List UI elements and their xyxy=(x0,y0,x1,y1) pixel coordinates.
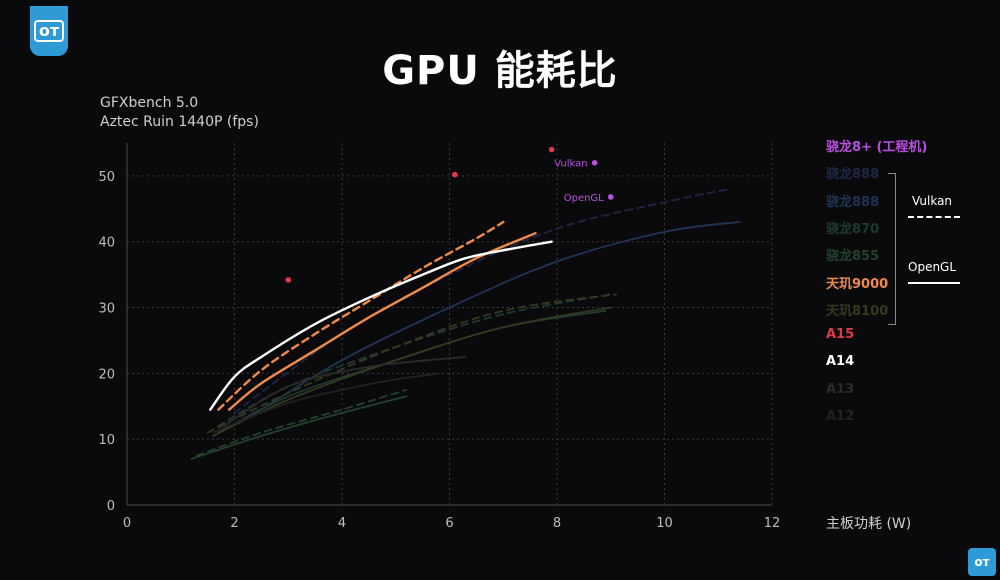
legend-item: A15 xyxy=(826,327,855,343)
x-tick-label: 10 xyxy=(656,516,673,531)
y-tick-label: 50 xyxy=(98,170,115,185)
series-line xyxy=(190,395,408,460)
legend-vulkan-line xyxy=(908,216,960,218)
legend-item: 骁龙888 xyxy=(826,194,880,210)
series-line xyxy=(244,221,741,421)
legend: 骁龙8+ (工程机) 骁龙888 骁龙888 骁龙870 骁龙855 天玑9000 天玑81… xyxy=(826,136,996,436)
series-line xyxy=(206,293,617,434)
subtitle-benchmark: GFXbench 5.0 xyxy=(100,95,199,111)
legend-bracket xyxy=(888,173,896,325)
x-tick-label: 2 xyxy=(230,516,238,531)
legend-opengl-label: OpenGL xyxy=(908,260,957,274)
series-line xyxy=(227,232,537,411)
series-line xyxy=(209,240,553,411)
annotation-label: Vulkan xyxy=(554,159,587,170)
brand-logo-small: oт xyxy=(968,548,996,576)
y-tick-label: 0 xyxy=(107,499,115,514)
y-tick-label: 20 xyxy=(98,367,115,382)
y-tick-label: 40 xyxy=(98,236,115,251)
x-tick-label: 12 xyxy=(764,516,781,531)
series-line xyxy=(212,306,612,437)
series-line xyxy=(217,309,607,434)
y-tick-label: 10 xyxy=(98,433,115,448)
series-line xyxy=(222,356,467,427)
legend-item: 天玑8100 xyxy=(826,303,889,319)
annotation-label: OpenGL xyxy=(564,193,604,204)
legend-item: A13 xyxy=(826,381,855,397)
subtitle-test: Aztec Ruin 1440P (fps) xyxy=(100,114,259,130)
legend-item: 骁龙855 xyxy=(826,249,880,265)
scatter-point xyxy=(591,159,598,166)
series-line xyxy=(212,372,440,434)
legend-vulkan-label: Vulkan xyxy=(912,194,953,208)
x-tick-label: 4 xyxy=(338,516,346,531)
x-tick-label: 6 xyxy=(445,516,453,531)
x-tick-label: 8 xyxy=(553,516,561,531)
scatter-point xyxy=(285,277,292,283)
series-line xyxy=(196,388,408,457)
page-title: GPU 能耗比 xyxy=(382,48,618,94)
legend-item: 天玑9000 xyxy=(826,276,889,292)
legend-opengl-line xyxy=(908,282,960,284)
y-tick-label: 30 xyxy=(98,302,115,317)
scatter-point xyxy=(548,146,555,153)
x-axis-label: 主板功耗 (W) xyxy=(826,516,912,532)
legend-item: A12 xyxy=(826,409,855,424)
x-tick-label: 0 xyxy=(123,516,131,531)
legend-item: A14 xyxy=(826,354,855,370)
legend-item: 骁龙8+ (工程机) xyxy=(826,140,928,155)
series-line xyxy=(233,188,730,414)
legend-item: 骁龙888 xyxy=(826,167,880,183)
scatter-point xyxy=(607,194,614,200)
series-line xyxy=(217,220,505,411)
scatter-point xyxy=(452,171,458,178)
brand-logo-glyph: oт xyxy=(33,20,65,42)
brand-logo: oт xyxy=(30,6,68,56)
legend-item: 骁龙870 xyxy=(826,221,880,237)
chart-subtitle: GFXbench 5.0 Aztec Ruin 1440P (fps) xyxy=(100,94,259,132)
